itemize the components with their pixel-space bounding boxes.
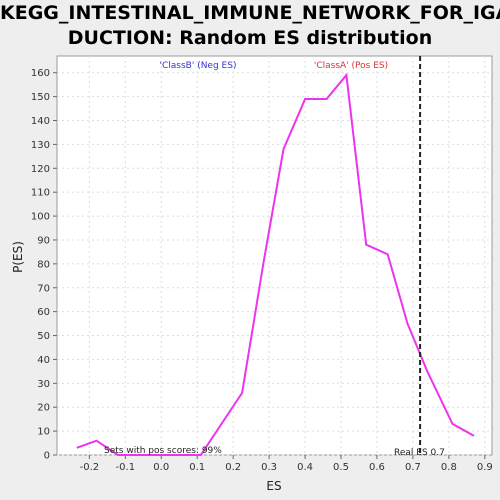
x-tick-label: 0.9: [477, 462, 493, 473]
x-tick-label: 0.4: [297, 462, 313, 473]
plot-area: [56, 55, 493, 456]
x-tick-label: 0.1: [189, 462, 205, 473]
y-tick-label: 60: [37, 307, 50, 318]
x-tick-label: -0.1: [116, 462, 136, 473]
x-tick-label: 0.5: [333, 462, 349, 473]
y-axis-label: P(ES): [11, 241, 25, 273]
x-tick-label: 0.6: [369, 462, 385, 473]
y-tick-label: 120: [31, 164, 50, 175]
pos-scores-label: Sets with pos scores: 99%: [104, 446, 222, 456]
y-tick-label: 20: [37, 403, 50, 414]
y-tick-label: 0: [44, 451, 50, 462]
x-tick-label: -0.2: [80, 462, 100, 473]
neg-es-label: 'ClassB' (Neg ES): [160, 61, 237, 71]
chart-title-line-1: KEGG_INTESTINAL_IMMUNE_NETWORK_FOR_IGA_P…: [0, 2, 500, 24]
y-tick-label: 110: [31, 188, 50, 199]
x-tick-label: 0.2: [225, 462, 241, 473]
pos-es-label: 'ClassA' (Pos ES): [314, 61, 388, 71]
x-tick-label: 0.7: [405, 462, 421, 473]
y-tick-label: 100: [31, 212, 50, 223]
y-tick-label: 40: [37, 355, 50, 366]
y-tick-label: 140: [31, 116, 50, 127]
y-tick-label: 150: [31, 92, 50, 103]
x-tick-label: 0.0: [153, 462, 169, 473]
x-tick-label: 0.8: [441, 462, 457, 473]
real-es-label: Real ES 0.7: [394, 448, 445, 458]
chart-title-line-2: DUCTION: Random ES distribution: [67, 27, 433, 49]
y-tick-label: 160: [31, 68, 50, 79]
y-tick-label: 50: [37, 331, 50, 342]
series-line: [76, 72, 475, 456]
y-tick-label: 10: [37, 427, 50, 438]
x-tick-label: 0.3: [261, 462, 277, 473]
grid-lines: [57, 56, 492, 456]
y-tick-label: 90: [37, 235, 50, 246]
x-axis-ticks: -0.2 -0.1 0.0 0.1 0.2 0.3 0.4 0.5 0.6 0.7 0.8 0.9: [80, 455, 493, 473]
y-tick-label: 80: [37, 259, 50, 270]
y-tick-label: 30: [37, 379, 50, 390]
y-tick-label: 130: [31, 140, 50, 151]
y-axis-ticks: 0 10 20 30 40 50 60 70 80 90 100 110 120 130 140 150 160: [31, 68, 57, 462]
y-tick-label: 70: [37, 283, 50, 294]
x-axis-label: ES: [266, 479, 281, 493]
